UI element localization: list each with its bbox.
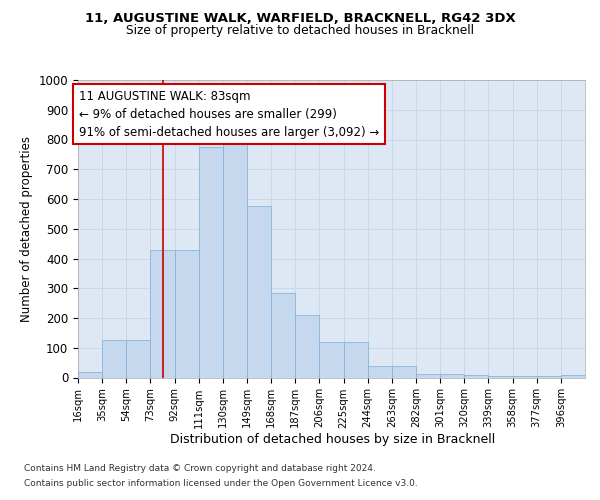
Bar	[271, 292, 295, 378]
Bar	[344, 342, 368, 378]
Bar	[126, 340, 151, 378]
Text: Distribution of detached houses by size in Bracknell: Distribution of detached houses by size …	[170, 432, 496, 446]
Bar	[175, 250, 199, 378]
Bar	[247, 206, 271, 378]
Bar	[102, 340, 126, 378]
Y-axis label: Number of detached properties: Number of detached properties	[20, 136, 33, 322]
Bar	[561, 375, 585, 378]
Bar	[392, 366, 416, 378]
Text: Size of property relative to detached houses in Bracknell: Size of property relative to detached ho…	[126, 24, 474, 37]
Bar	[440, 374, 464, 378]
Text: Contains HM Land Registry data © Crown copyright and database right 2024.: Contains HM Land Registry data © Crown c…	[24, 464, 376, 473]
Text: 11, AUGUSTINE WALK, WARFIELD, BRACKNELL, RG42 3DX: 11, AUGUSTINE WALK, WARFIELD, BRACKNELL,…	[85, 12, 515, 26]
Bar	[151, 250, 175, 378]
Bar	[78, 372, 102, 378]
Text: Contains public sector information licensed under the Open Government Licence v3: Contains public sector information licen…	[24, 478, 418, 488]
Bar	[199, 147, 223, 378]
Bar	[368, 366, 392, 378]
Bar	[295, 315, 319, 378]
Bar	[488, 376, 512, 378]
Bar	[464, 375, 488, 378]
Bar	[223, 140, 247, 378]
Bar	[416, 374, 440, 378]
Bar	[512, 376, 537, 378]
Bar	[319, 342, 344, 378]
Text: 11 AUGUSTINE WALK: 83sqm
← 9% of detached houses are smaller (299)
91% of semi-d: 11 AUGUSTINE WALK: 83sqm ← 9% of detache…	[79, 90, 379, 138]
Bar	[537, 376, 561, 378]
